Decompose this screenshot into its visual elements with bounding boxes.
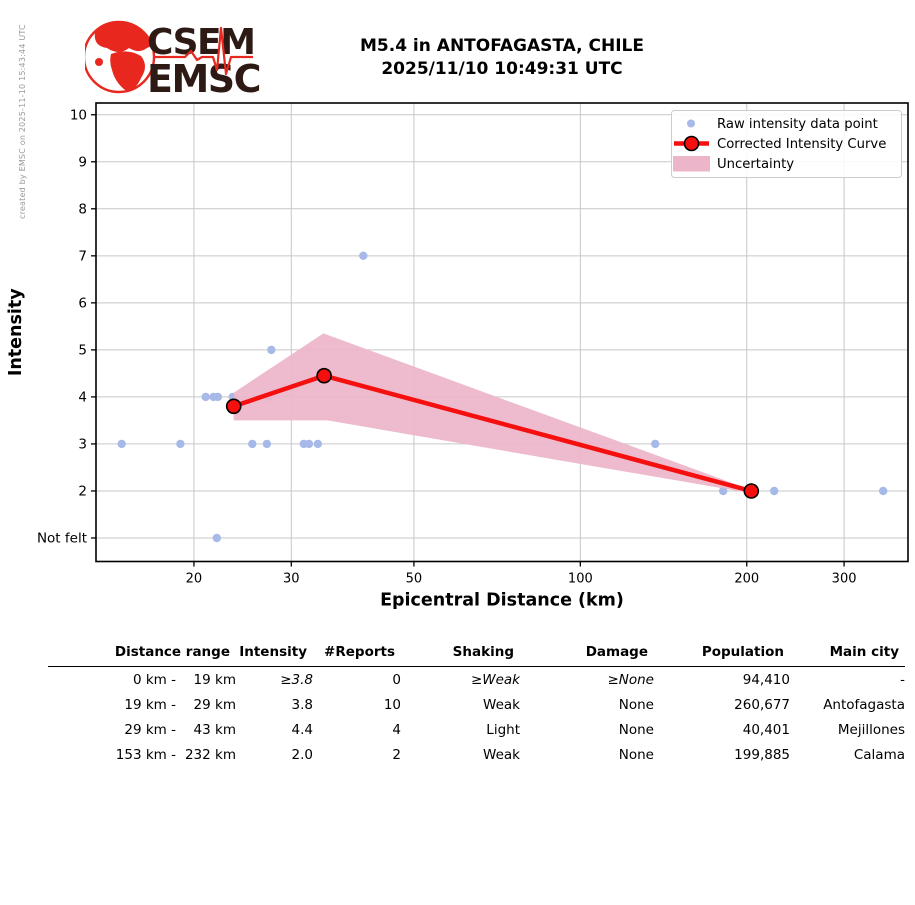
cell-population: 94,410: [742, 671, 790, 688]
logo-text-emsc: EMSC: [147, 57, 260, 101]
cell-intensity: 4.4: [291, 721, 313, 738]
table-row: 153 km -232 km 2.0 2 Weak None 199,885 C…: [48, 742, 905, 767]
y-tick-label: 7: [78, 248, 87, 264]
raw-point: [201, 392, 210, 402]
legend-label: Corrected Intensity Curve: [717, 137, 886, 152]
raw-point: [213, 392, 223, 402]
cell-reports: 4: [392, 721, 401, 738]
cell-main-city: Mejillones: [837, 721, 905, 738]
raw-point: [719, 486, 728, 496]
table-header-row: Distance range Intensity #Reports Shakin…: [48, 639, 905, 667]
cell-shaking: Weak: [483, 696, 520, 713]
raw-point: [304, 439, 314, 449]
intensity-chart: 20 30 50 100 200 300 10 9 8 7 6 5 4 3 2 Not felt Epicent…: [6, 102, 909, 611]
y-tick-label: 8: [78, 201, 87, 217]
legend-uncertainty-swatch: [673, 156, 710, 172]
legend-label: Raw intensity data point: [717, 117, 878, 132]
raw-point: [359, 251, 368, 260]
raw-point: [879, 486, 888, 496]
x-tick-label: 30: [283, 572, 300, 587]
x-axis: 20 30 50 100 200 300: [186, 561, 857, 587]
cell-main-city: Antofagasta: [823, 696, 905, 713]
cell-population: 199,885: [734, 746, 790, 763]
legend: Raw intensity data point Corrected Intens…: [671, 110, 902, 178]
header-shaking: Shaking: [401, 639, 520, 667]
cell-reports: 0: [392, 671, 401, 688]
cell-damage: None: [618, 696, 654, 713]
raw-point: [117, 439, 126, 449]
header-distance-range: Distance range: [48, 639, 236, 667]
y-axis-label: Intensity: [6, 288, 26, 376]
x-tick-label: 20: [186, 572, 203, 587]
globe-icon: [85, 20, 156, 94]
y-tick-label: 6: [78, 295, 87, 311]
header-damage: Damage: [520, 639, 654, 667]
intensity-summary-table: Distance range Intensity #Reports Shakin…: [48, 639, 905, 767]
raw-point: [651, 439, 660, 449]
raw-point: [267, 345, 276, 355]
cell-distance-range: 29 km -43 km: [124, 721, 236, 738]
legend-raw-point-swatch: [687, 119, 695, 128]
header-main-city: Main city: [790, 639, 905, 667]
raw-point: [248, 439, 257, 449]
cell-distance-range: 0 km -19 km: [132, 671, 236, 688]
cell-shaking: Weak: [483, 746, 520, 763]
x-tick-label: 100: [568, 572, 593, 587]
cell-population: 260,677: [734, 696, 790, 713]
plot-border: [95, 102, 909, 563]
cell-main-city: -: [900, 671, 905, 688]
cell-shaking: Light: [486, 721, 520, 738]
table-row: 29 km -43 km 4.4 4 Light None 40,401 Mej…: [48, 717, 905, 742]
header-reports: #Reports: [313, 639, 401, 667]
cell-intensity: 2.0: [291, 746, 313, 763]
table-row: 19 km -29 km 3.8 10 Weak None 260,677 An…: [48, 692, 905, 717]
y-tick-label: 10: [70, 107, 87, 123]
cell-intensity: 3.8: [291, 696, 313, 713]
cell-distance-range: 19 km -29 km: [124, 696, 236, 713]
page-title: M5.4 in ANTOFAGASTA, CHILE 2025/11/10 10…: [96, 35, 908, 81]
cell-reports: 10: [383, 696, 401, 713]
legend-label: Uncertainty: [717, 157, 794, 172]
cell-reports: 2: [392, 746, 401, 763]
corrected-curve-marker: [743, 483, 760, 499]
cell-intensity: ≥3.8: [280, 671, 313, 688]
raw-point: [770, 486, 779, 496]
seismogram-icon: [153, 26, 253, 76]
y-tick-label: 2: [78, 483, 87, 499]
x-axis-label: Epicentral Distance (km): [380, 591, 624, 611]
raw-point: [262, 439, 272, 449]
corrected-curve-marker: [225, 398, 242, 415]
cell-damage: None: [618, 746, 654, 763]
title-line-event: M5.4 in ANTOFAGASTA, CHILE: [359, 36, 644, 56]
cell-main-city: Calama: [853, 746, 905, 763]
corrected-curve-marker: [316, 367, 332, 384]
cell-shaking: ≥Weak: [470, 671, 520, 688]
raw-point: [212, 533, 221, 543]
csem-emsc-logo: CSEM EMSC: [85, 20, 260, 101]
raw-intensity-points: [117, 251, 888, 543]
cell-damage: ≥None: [607, 671, 654, 688]
y-tick-label: 5: [78, 342, 87, 358]
y-tick-label: 3: [78, 436, 87, 452]
y-tick-label: 9: [78, 154, 87, 170]
cell-distance-range: 153 km -232 km: [115, 746, 236, 763]
y-tick-label: Not felt: [37, 530, 87, 546]
x-tick-label: 200: [734, 572, 759, 587]
raw-point: [313, 439, 322, 449]
x-tick-label: 50: [406, 572, 423, 587]
cell-population: 40,401: [742, 721, 790, 738]
header-intensity: Intensity: [236, 639, 313, 667]
table-row: 0 km -19 km ≥3.8 0 ≥Weak ≥None 94,410 -: [48, 667, 905, 693]
y-tick-label: 4: [78, 389, 87, 405]
cell-damage: None: [618, 721, 654, 738]
y-axis: 10 9 8 7 6 5 4 3 2 Not felt: [37, 107, 96, 546]
uncertainty-band: [233, 333, 752, 494]
raw-point: [176, 439, 185, 449]
header-population: Population: [654, 639, 790, 667]
x-tick-label: 300: [832, 572, 857, 587]
title-line-datetime: 2025/11/10 10:49:31 UTC: [381, 59, 623, 79]
